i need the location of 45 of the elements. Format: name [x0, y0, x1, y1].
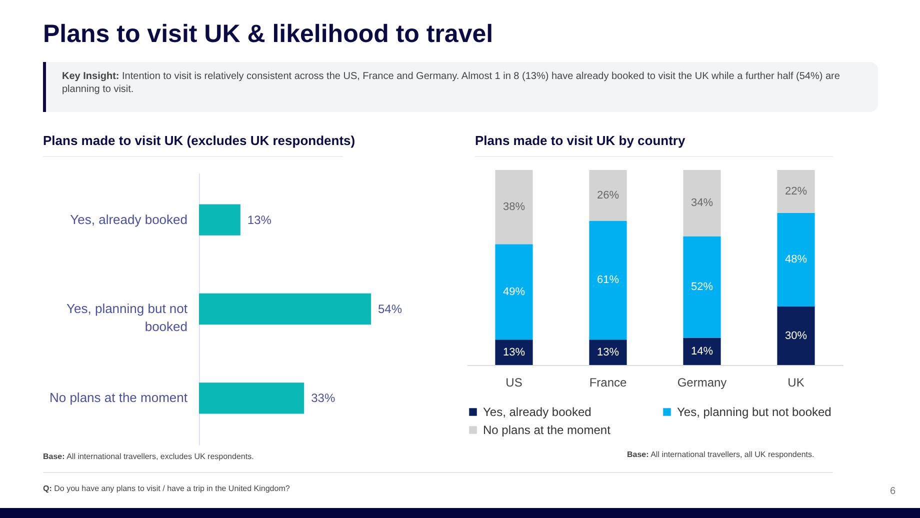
bar: [495, 170, 533, 244]
x-tick-label: UK: [788, 376, 804, 390]
bar: [777, 212, 815, 306]
data-label: 13%: [596, 346, 620, 358]
legend-label: Yes, already booked: [483, 405, 592, 419]
text: Base: All international travellers, all UK respondents.: [627, 450, 814, 459]
bar: [777, 170, 815, 213]
bar: [589, 220, 627, 340]
data-label: 14%: [690, 345, 714, 358]
data-label: 13%: [502, 346, 526, 358]
bar: [589, 170, 627, 221]
text: Plans to visit UK & likelihood to travel: [43, 20, 494, 49]
data-label: 30%: [784, 330, 808, 342]
data-label: 33%: [311, 391, 336, 406]
text: Q: Do you have any plans to visit / have a trip in the United Kingdom?: [43, 484, 290, 493]
data-label: 49%: [502, 286, 526, 298]
y-tick-label: Yes, already booked: [70, 212, 188, 227]
data-label: 61%: [596, 274, 620, 286]
data-label: 54%: [378, 302, 402, 316]
bar: [495, 244, 533, 340]
chart-title: Plans made to visit UK by country: [475, 133, 833, 157]
x-tick-label: US: [506, 376, 522, 390]
bar: [683, 236, 721, 338]
text: 6: [890, 486, 896, 497]
y-tick-label: Yes, planning but not booked: [66, 301, 188, 334]
data-label: 52%: [690, 281, 714, 293]
bar: [683, 338, 721, 365]
data-label: 13%: [247, 212, 272, 227]
legend-label: Yes, planning but not booked: [677, 405, 832, 419]
bar: [683, 170, 721, 236]
x-tick-label: Germany: [677, 376, 727, 390]
bar: [777, 306, 815, 365]
x-tick-label: France: [589, 376, 627, 390]
bar: [589, 340, 627, 365]
data-label: 34%: [690, 197, 714, 210]
chart-title: Plans made to visit UK (excludes UK respondents): [43, 133, 356, 150]
text: Key Insight: Intention to visit is relatively consistent across the US, France and Germany. Almost 1 in 8 (13%) have already booked to visit the UK while a further half (54%) are planning to visit.: [43, 62, 878, 112]
data-label: 38%: [502, 201, 526, 214]
data-label: 22%: [784, 185, 808, 198]
text: Base: All international travellers, excludes UK respondents.: [43, 452, 254, 461]
data-label: 48%: [784, 254, 808, 266]
y-tick-label: No plans at the moment: [49, 390, 188, 406]
data-label: 26%: [596, 189, 620, 202]
legend-label: No plans at the moment: [483, 423, 612, 437]
bar: [495, 340, 533, 365]
